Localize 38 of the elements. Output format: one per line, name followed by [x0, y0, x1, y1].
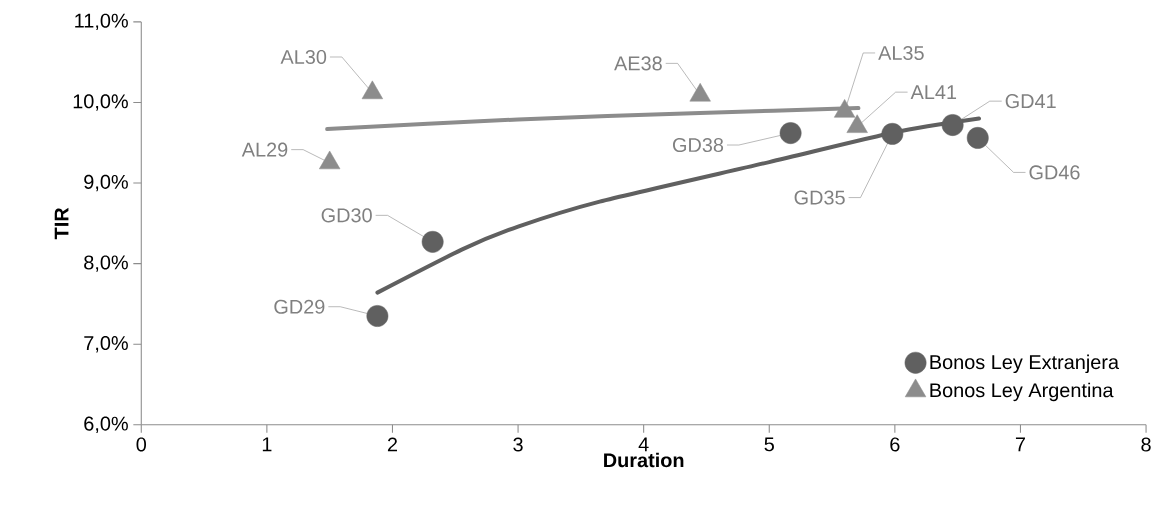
annotation: GD46	[1029, 165, 1080, 180]
annotation: AL41	[910, 85, 957, 99]
point	[366, 304, 389, 327]
y-tick-label: 8,0%	[84, 255, 128, 272]
x-axis-title: Duration	[604, 452, 684, 468]
x-tick-label: 7	[1015, 437, 1025, 451]
annotation: AL29	[241, 142, 288, 157]
annotation: GD41	[1005, 93, 1056, 108]
annotation: GD35	[794, 190, 845, 205]
x-tick-label: 1	[262, 437, 272, 451]
point	[361, 80, 383, 99]
annotation: GD29	[274, 299, 325, 314]
x-tick-label: 6	[890, 437, 900, 452]
legend-label: Bonos Ley Extranjera	[930, 354, 1120, 373]
x-tick-label: 4	[638, 437, 649, 451]
y-tick-label: 11,0%	[75, 13, 128, 30]
y-tick-label: 10,0%	[73, 94, 128, 111]
y-tick-label: 7,0%	[84, 335, 128, 353]
point	[689, 82, 711, 102]
x-tick-label: 2	[387, 437, 398, 452]
annotation: GD30	[321, 208, 372, 223]
legend-label: Bonos Ley Argentina	[930, 382, 1114, 402]
x-tick-label: 3	[513, 437, 523, 452]
x-tick-label: 5	[764, 437, 774, 452]
y-tick-label: 6,0%	[84, 416, 128, 433]
point	[846, 114, 868, 133]
annotation: AE38	[614, 56, 662, 71]
line-series	[375, 116, 981, 295]
point	[319, 150, 341, 169]
x-tick-label: 0	[136, 437, 147, 452]
annotation: AL30	[280, 49, 327, 64]
y-tick-label: 9,0%	[84, 174, 128, 192]
point	[834, 98, 856, 118]
annotation: GD38	[672, 137, 724, 152]
y-axis-title: TIR	[54, 207, 69, 239]
annotation: AL35	[878, 45, 924, 60]
x-tick-label: 8	[1141, 437, 1151, 452]
point	[421, 230, 444, 253]
